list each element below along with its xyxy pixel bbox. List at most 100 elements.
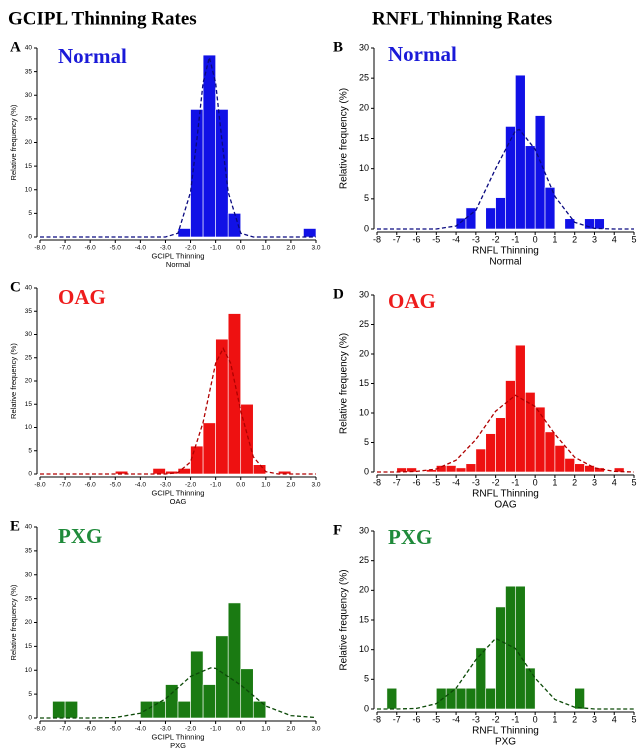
y-tick-label: 5 [364, 437, 369, 447]
y-tick-label: 10 [359, 644, 369, 654]
bar [215, 635, 229, 719]
x-tick-label: -2 [492, 714, 500, 724]
bar [475, 647, 487, 710]
y-tick-label: 20 [359, 103, 369, 113]
bar [202, 54, 216, 238]
bar [544, 187, 556, 230]
x-tick-label: -6 [413, 714, 421, 724]
y-tick-label: 15 [359, 378, 369, 388]
x-tick-label: -7 [393, 234, 401, 244]
y-tick-label: 5 [28, 447, 32, 454]
y-tick-label: 20 [25, 619, 33, 626]
panel-letter: E [10, 518, 20, 534]
x-tick-label: 1 [552, 714, 557, 724]
bar [177, 700, 191, 719]
x-tick-label: -4.0 [135, 726, 147, 733]
y-tick-label: 35 [25, 68, 33, 75]
y-tick-label: 25 [359, 555, 369, 565]
y-tick-label: 25 [25, 116, 33, 123]
y-axis-label: Relative frequency (%) [9, 343, 18, 419]
bar [495, 417, 506, 473]
x-axis-label: GCIPL Thinning [152, 488, 205, 497]
y-tick-label: 10 [25, 186, 33, 193]
x-tick-label: 3 [592, 234, 597, 244]
bar [574, 463, 585, 473]
y-tick-label: 30 [25, 92, 33, 99]
bar [227, 602, 242, 719]
y-tick-label: 15 [359, 614, 369, 624]
bar [202, 684, 216, 719]
y-tick-label: 30 [25, 571, 33, 578]
panel-letter: A [10, 39, 21, 55]
bar [594, 218, 605, 230]
x-tick-label: -7 [393, 477, 401, 487]
x-tick-label: -2 [492, 477, 500, 487]
column-title: GCIPL Thinning Rates [8, 8, 197, 29]
panel-letter: D [333, 286, 344, 302]
group-label: Normal [58, 44, 127, 68]
bar [455, 467, 467, 473]
y-tick-label: 10 [359, 163, 369, 173]
x-tick-label: -3.0 [160, 245, 172, 252]
bar [505, 126, 516, 230]
x-axis-sublabel: OAG [170, 497, 187, 506]
x-tick-label: -1.0 [210, 726, 222, 733]
x-tick-label: -5 [432, 714, 440, 724]
fit-curve [40, 347, 316, 475]
x-tick-label: 4 [612, 234, 617, 244]
y-tick-label: 10 [25, 667, 33, 674]
x-tick-label: -4 [452, 477, 460, 487]
x-tick-label: 1 [552, 234, 557, 244]
bar [524, 392, 536, 473]
bar [455, 217, 467, 230]
x-tick-label: 2 [572, 234, 577, 244]
x-tick-label: 0 [533, 477, 538, 487]
bar [64, 700, 78, 719]
y-tick-label: 0 [28, 234, 32, 241]
bar [613, 467, 625, 473]
y-tick-label: 25 [359, 73, 369, 83]
bar [227, 313, 242, 475]
y-axis-label: Relative frequency (%) [9, 104, 18, 180]
x-tick-label: -3 [472, 477, 480, 487]
bar [52, 700, 66, 719]
x-axis-sublabel: PXG [170, 741, 186, 750]
x-tick-label: 3.0 [311, 726, 320, 733]
x-tick-label: -2 [492, 234, 500, 244]
x-tick-label: -7.0 [59, 482, 71, 489]
y-tick-label: 0 [364, 703, 369, 713]
y-tick-label: 30 [359, 525, 369, 535]
y-tick-label: 20 [359, 348, 369, 358]
y-tick-label: 15 [25, 163, 33, 170]
y-tick-label: 10 [25, 424, 33, 431]
x-tick-label: 3 [592, 477, 597, 487]
group-label: PXG [58, 524, 102, 548]
x-tick-label: 0.0 [236, 245, 245, 252]
bar [465, 687, 477, 710]
y-tick-label: 40 [25, 285, 33, 292]
y-tick-label: 0 [364, 466, 369, 476]
x-tick-label: -1 [511, 234, 519, 244]
x-axis-sublabel: Normal [166, 260, 191, 269]
panel-letter: F [333, 522, 342, 538]
bar [436, 687, 447, 710]
y-tick-label: 15 [359, 133, 369, 143]
x-tick-label: 3.0 [311, 482, 320, 489]
bar [515, 585, 526, 710]
bar [190, 650, 204, 719]
y-tick-label: 5 [364, 193, 369, 203]
bar [252, 464, 267, 475]
fit-curve [40, 667, 317, 719]
x-tick-label: -7.0 [59, 726, 71, 733]
y-tick-label: 0 [364, 223, 369, 233]
x-tick-label: -4.0 [135, 482, 147, 489]
x-tick-label: -2.0 [185, 726, 197, 733]
y-tick-label: 40 [25, 45, 33, 52]
x-tick-label: -8.0 [34, 245, 46, 252]
x-tick-label: -2.0 [185, 482, 197, 489]
bar [386, 687, 398, 710]
x-tick-label: -2.0 [185, 245, 197, 252]
x-axis-sublabel: OAG [494, 500, 516, 511]
x-tick-label: -4 [452, 234, 460, 244]
